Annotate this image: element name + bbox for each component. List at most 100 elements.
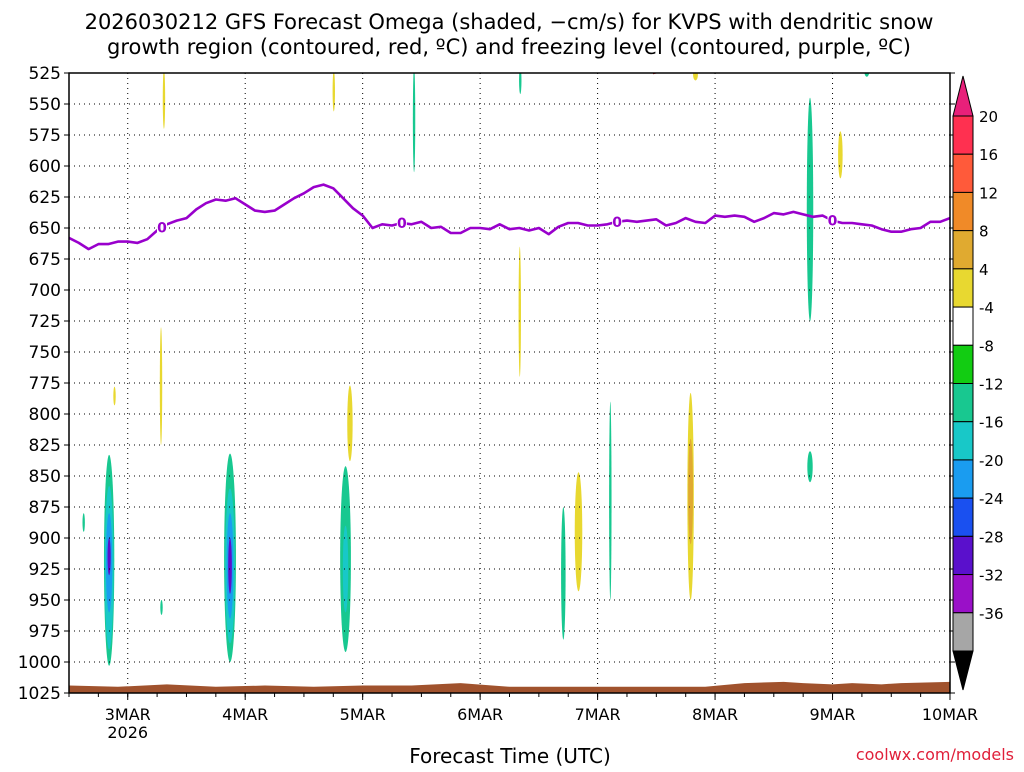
freezing-level-label: 0	[612, 215, 622, 231]
colorbar-bin	[952, 115, 974, 155]
omega-shade-28	[693, 73, 698, 81]
colorbar-label: -36	[979, 605, 1004, 623]
omega-shade-27	[159, 327, 163, 445]
omega-shade-29	[113, 386, 116, 406]
x-tick-sublabel: 2026	[107, 723, 148, 742]
omega-shade-11	[609, 401, 612, 600]
colorbar-label: 20	[979, 108, 998, 126]
y-tick-label: 1025	[18, 684, 61, 704]
omega-shade-25	[332, 73, 335, 112]
y-tick-label: 700	[29, 281, 61, 301]
colorbar-label: -16	[979, 414, 1004, 432]
y-tick-label: 725	[29, 312, 61, 332]
freezing-level-line	[69, 183, 950, 251]
y-tick-label: 550	[29, 95, 61, 115]
plot-area: 0 0 0 0	[68, 72, 951, 694]
omega-shade-18	[160, 600, 163, 615]
x-tick-label: 8MAR	[692, 705, 738, 724]
colorbar-label: -28	[979, 528, 1004, 546]
omega-shade-10	[561, 507, 566, 640]
colorbar-bin	[952, 344, 974, 384]
y-tick-label: 875	[29, 498, 61, 518]
omega-shade-17	[82, 513, 85, 532]
y-tick-label: 925	[29, 560, 61, 580]
y-axis: 525 550 575 600 625 650 675 700 725 750 775 800 825 8…	[18, 64, 955, 704]
freezing-label-bg-1	[396, 215, 407, 231]
colorbar-label: -20	[979, 452, 1004, 470]
ground-surface	[69, 681, 950, 693]
omega-shade-26	[518, 246, 521, 377]
colorbar-bin	[952, 230, 974, 270]
colorbar: 20 16 12 8 4 -4 -8 -12 -16 -20 -24 -28 -32 -36	[952, 75, 1004, 691]
y-tick-label: 750	[29, 343, 61, 363]
omega-shade-20	[688, 438, 694, 545]
freezing-level-label: 0	[397, 216, 407, 232]
freezing-level-label: 0	[157, 220, 167, 236]
colorbar-bin	[952, 421, 974, 461]
colorbar-bin	[952, 459, 974, 499]
omega-shade-24	[162, 73, 166, 129]
colorbar-label: -12	[979, 376, 1004, 394]
colorbar-label: -24	[979, 490, 1004, 508]
colorbar-bin	[952, 268, 974, 308]
freezing-level-label: 0	[828, 214, 838, 230]
colorbar-bin	[952, 497, 974, 537]
omega-shade-23	[574, 472, 583, 592]
x-tick-label: 10MAR	[922, 705, 978, 724]
freezing-label-bg-2	[612, 213, 623, 229]
x-tick-label: 3MAR	[105, 705, 151, 724]
colorbar-bin	[952, 574, 974, 614]
y-tick-label: 975	[29, 622, 61, 642]
y-tick-label: 850	[29, 467, 61, 487]
omega-shade-21	[838, 131, 843, 179]
x-axis-label: Forecast Time (UTC)	[409, 744, 611, 768]
colorbar-bin	[952, 191, 974, 232]
colorbar-label: -8	[979, 337, 994, 355]
freezing-label-bg-3	[827, 212, 838, 228]
colorbar-bin	[952, 612, 974, 652]
omega-shade-16	[864, 73, 870, 77]
y-tick-label: 600	[29, 157, 61, 177]
chart-title-line2: growth region (contoured, red, ºC) and f…	[107, 35, 911, 59]
y-tick-label: 675	[29, 250, 61, 270]
x-tick-label: 4MAR	[222, 705, 268, 724]
omega-shade-15	[519, 73, 522, 95]
omega-shade-14	[412, 73, 416, 173]
y-tick-label: 525	[29, 64, 61, 84]
freezing-label-bg-0	[156, 219, 167, 235]
x-tick-label: 5MAR	[340, 705, 386, 724]
colorbar-label: -32	[979, 567, 1004, 585]
y-tick-label: 825	[29, 436, 61, 456]
x-tick-label: 9MAR	[810, 705, 856, 724]
y-tick-label: 900	[29, 529, 61, 549]
x-tick-label: 6MAR	[457, 705, 503, 724]
chart-title-line1: 2026030212 GFS Forecast Omega (shaded, −…	[85, 10, 934, 34]
y-tick-label: 800	[29, 405, 61, 425]
omega-shade-9	[342, 525, 349, 613]
colorbar-bin	[952, 153, 974, 193]
colorbar-label: 16	[979, 146, 998, 164]
y-tick-label: 1000	[18, 653, 61, 673]
x-tick-label: 7MAR	[575, 705, 621, 724]
y-tick-label: 775	[29, 374, 61, 394]
colorbar-bin	[952, 306, 974, 346]
credit-link[interactable]: coolwx.com/models	[856, 745, 1014, 764]
colorbar-bin	[952, 383, 974, 423]
omega-shade-3	[107, 538, 111, 576]
colorbar-top-arrow	[952, 75, 974, 117]
omega-shade-22	[347, 385, 353, 462]
y-tick-label: 650	[29, 219, 61, 239]
omega-shade-7	[228, 538, 232, 594]
colorbar-label: 4	[979, 261, 989, 279]
colorbar-label: 8	[979, 223, 989, 241]
y-tick-label: 575	[29, 126, 61, 146]
colorbar-bin	[952, 535, 974, 576]
colorbar-label: -4	[979, 299, 994, 317]
colorbar-label: 12	[979, 184, 998, 202]
y-tick-label: 950	[29, 591, 61, 611]
plot-body: 0 0 0 0	[69, 73, 950, 693]
colorbar-bottom-arrow	[952, 650, 974, 691]
